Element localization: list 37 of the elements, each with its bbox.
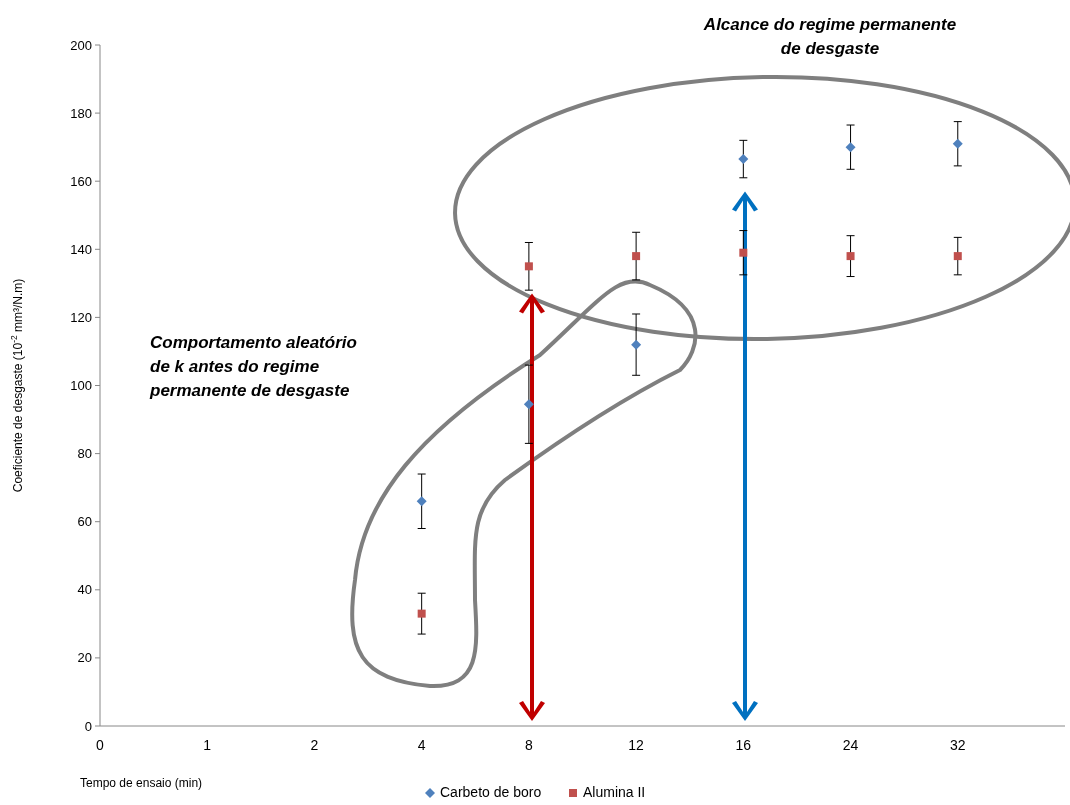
y-tick-label: 120 <box>70 309 92 325</box>
legend-label: Carbeto de boro <box>440 784 542 800</box>
point <box>524 262 533 271</box>
y-tick-label: 180 <box>70 105 92 121</box>
point <box>632 252 641 261</box>
x-tick-label: 24 <box>842 737 859 753</box>
legend-label: Alumina II <box>583 784 646 800</box>
x-tick-label: 16 <box>735 737 752 753</box>
x-tick-label: 12 <box>628 737 645 753</box>
y-tick-label: 140 <box>70 241 92 257</box>
y-tick-label: 100 <box>70 378 92 394</box>
x-tick-label: 32 <box>949 737 966 753</box>
y-tick-label: 160 <box>70 173 92 189</box>
y-tick-label: 20 <box>77 650 92 666</box>
x-tick-label: 1 <box>203 737 212 753</box>
annotation: Alcance do regime permanente de desgaste <box>702 15 957 58</box>
x-tick-label: 8 <box>524 737 533 753</box>
point <box>631 339 642 350</box>
x-tick-label: 2 <box>310 737 319 753</box>
y-tick-label: 60 <box>77 514 92 530</box>
point <box>846 252 855 261</box>
x-tick-label: 4 <box>417 737 426 753</box>
y-tick-label: 200 <box>70 37 92 53</box>
point <box>416 496 427 507</box>
y-tick-label: 40 <box>77 582 92 598</box>
x-tick-label: 0 <box>96 737 105 753</box>
point <box>523 399 534 410</box>
y-tick-label: 0 <box>84 718 92 734</box>
point <box>953 252 962 261</box>
point <box>417 609 426 618</box>
annotation: Comportamento aleatório de k antes do regime permanente de desgaste <box>149 333 357 400</box>
point <box>952 138 963 149</box>
point <box>845 142 856 153</box>
x-axis-title: Tempo de ensaio (min) <box>80 776 203 790</box>
y-tick-label: 80 <box>77 446 92 462</box>
point <box>738 154 749 165</box>
point <box>739 248 748 257</box>
